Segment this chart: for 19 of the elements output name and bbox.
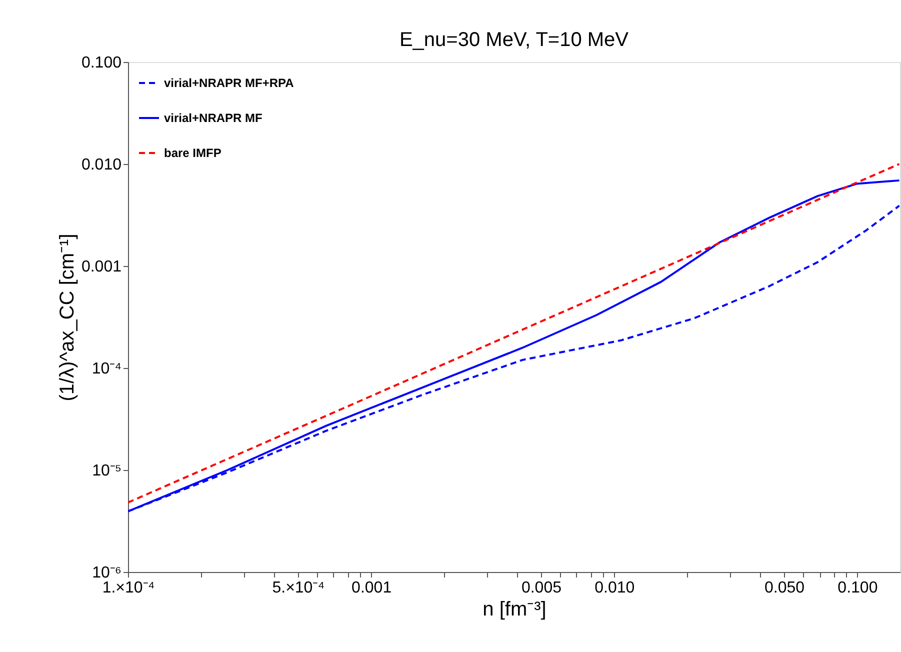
x-tick-label: 0.005 — [521, 580, 562, 596]
y-tick-label: 0.100 — [81, 54, 122, 72]
y-tick-label: 0.010 — [81, 156, 122, 174]
chart-title: E_nu=30 MeV, T=10 MeV — [399, 29, 630, 51]
x-axis-title: n [fm⁻³] — [482, 598, 546, 620]
y-tick-label: 10⁻⁵ — [92, 462, 122, 480]
x-tick-label: 5.×10⁻⁴ — [272, 580, 325, 596]
y-tick-label: 0.001 — [81, 258, 122, 276]
legend-label: virial+NRAPR MF+RPA — [164, 76, 294, 90]
legend-label: virial+NRAPR MF — [164, 111, 262, 125]
x-tick-label: 0.001 — [352, 580, 392, 596]
x-tick-label: 1.×10⁻⁴ — [102, 580, 155, 596]
x-tick-label: 0.100 — [838, 580, 878, 596]
x-tick-label: 0.050 — [764, 580, 805, 596]
legend-label: bare IMFP — [164, 146, 222, 160]
y-tick-label: 10⁻⁴ — [92, 360, 122, 378]
y-tick-label: 10⁻⁶ — [92, 564, 122, 582]
y-axis-title: (1/λ)^ax_CC [cm⁻¹] — [56, 234, 78, 402]
x-tick-label: 0.010 — [594, 580, 635, 596]
